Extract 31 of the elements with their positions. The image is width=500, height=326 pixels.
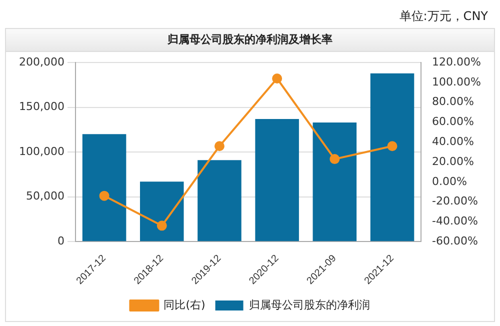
y-tick-label: 100,000 xyxy=(18,144,64,158)
chart-title: 归属母公司股东的净利润及增长率 xyxy=(6,29,494,52)
y-tick-label: 0 xyxy=(57,234,64,248)
bar xyxy=(312,122,357,242)
y2-tick-label: -20.00% xyxy=(432,194,478,208)
bar xyxy=(198,160,242,242)
bar xyxy=(82,134,126,242)
y2-tick-label: -60.00% xyxy=(432,234,478,248)
point xyxy=(272,74,282,84)
point xyxy=(214,141,224,152)
y2-tick-label: 20.00% xyxy=(432,154,474,168)
bar xyxy=(140,182,184,242)
legend-label: 同比(右) xyxy=(164,298,206,312)
y-tick-label: 200,000 xyxy=(18,55,64,68)
point xyxy=(330,154,340,164)
text: 单位:万元，CNY xyxy=(399,8,488,25)
y2-tick-label: 60.00% xyxy=(432,115,474,128)
legend-label: 归属母公司股东的净利润 xyxy=(248,298,370,312)
bar xyxy=(255,118,299,242)
y2-tick-label: 0.00% xyxy=(432,174,468,188)
y-tick-label: 50,000 xyxy=(26,190,64,203)
point xyxy=(99,190,110,201)
y2-tick-label: -40.00% xyxy=(432,214,478,228)
point xyxy=(156,220,167,231)
y2-tick-label: 40.00% xyxy=(432,135,474,148)
point xyxy=(387,141,398,152)
y2-tick-label: 100.00% xyxy=(432,75,482,88)
bar xyxy=(370,73,414,242)
y2-tick-label: 80.00% xyxy=(432,95,474,108)
y2-tick-label: 120.00% xyxy=(432,55,482,68)
y-tick-label: 150,000 xyxy=(18,100,64,114)
